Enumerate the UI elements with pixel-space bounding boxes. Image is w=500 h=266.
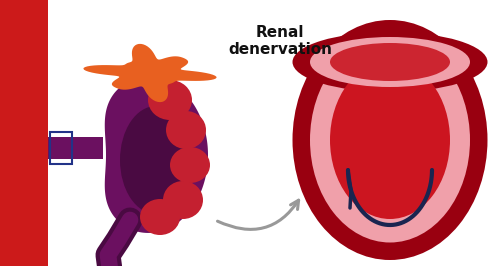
- Bar: [48, 137, 103, 159]
- Ellipse shape: [330, 43, 450, 81]
- Ellipse shape: [166, 111, 206, 149]
- Polygon shape: [84, 44, 216, 102]
- Ellipse shape: [330, 61, 450, 219]
- Bar: [50, 132, 72, 164]
- Text: Renal
denervation: Renal denervation: [228, 25, 332, 57]
- Ellipse shape: [140, 199, 180, 235]
- Ellipse shape: [310, 38, 470, 243]
- Ellipse shape: [292, 20, 488, 260]
- Ellipse shape: [310, 37, 470, 87]
- Bar: [0, 0, 48, 266]
- Ellipse shape: [292, 32, 488, 92]
- Ellipse shape: [170, 147, 210, 183]
- Ellipse shape: [163, 181, 203, 219]
- FancyArrowPatch shape: [218, 200, 298, 229]
- Polygon shape: [105, 77, 208, 233]
- Ellipse shape: [148, 80, 192, 120]
- Ellipse shape: [120, 106, 192, 214]
